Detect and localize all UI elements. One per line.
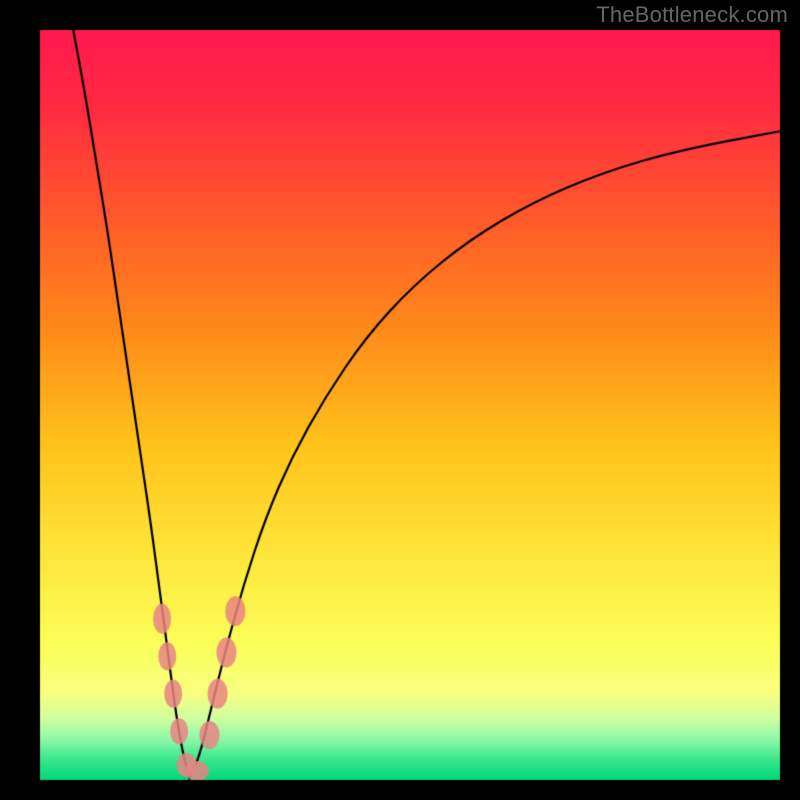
bottleneck-chart-canvas	[0, 0, 800, 800]
watermark-text: TheBottleneck.com	[596, 2, 788, 28]
